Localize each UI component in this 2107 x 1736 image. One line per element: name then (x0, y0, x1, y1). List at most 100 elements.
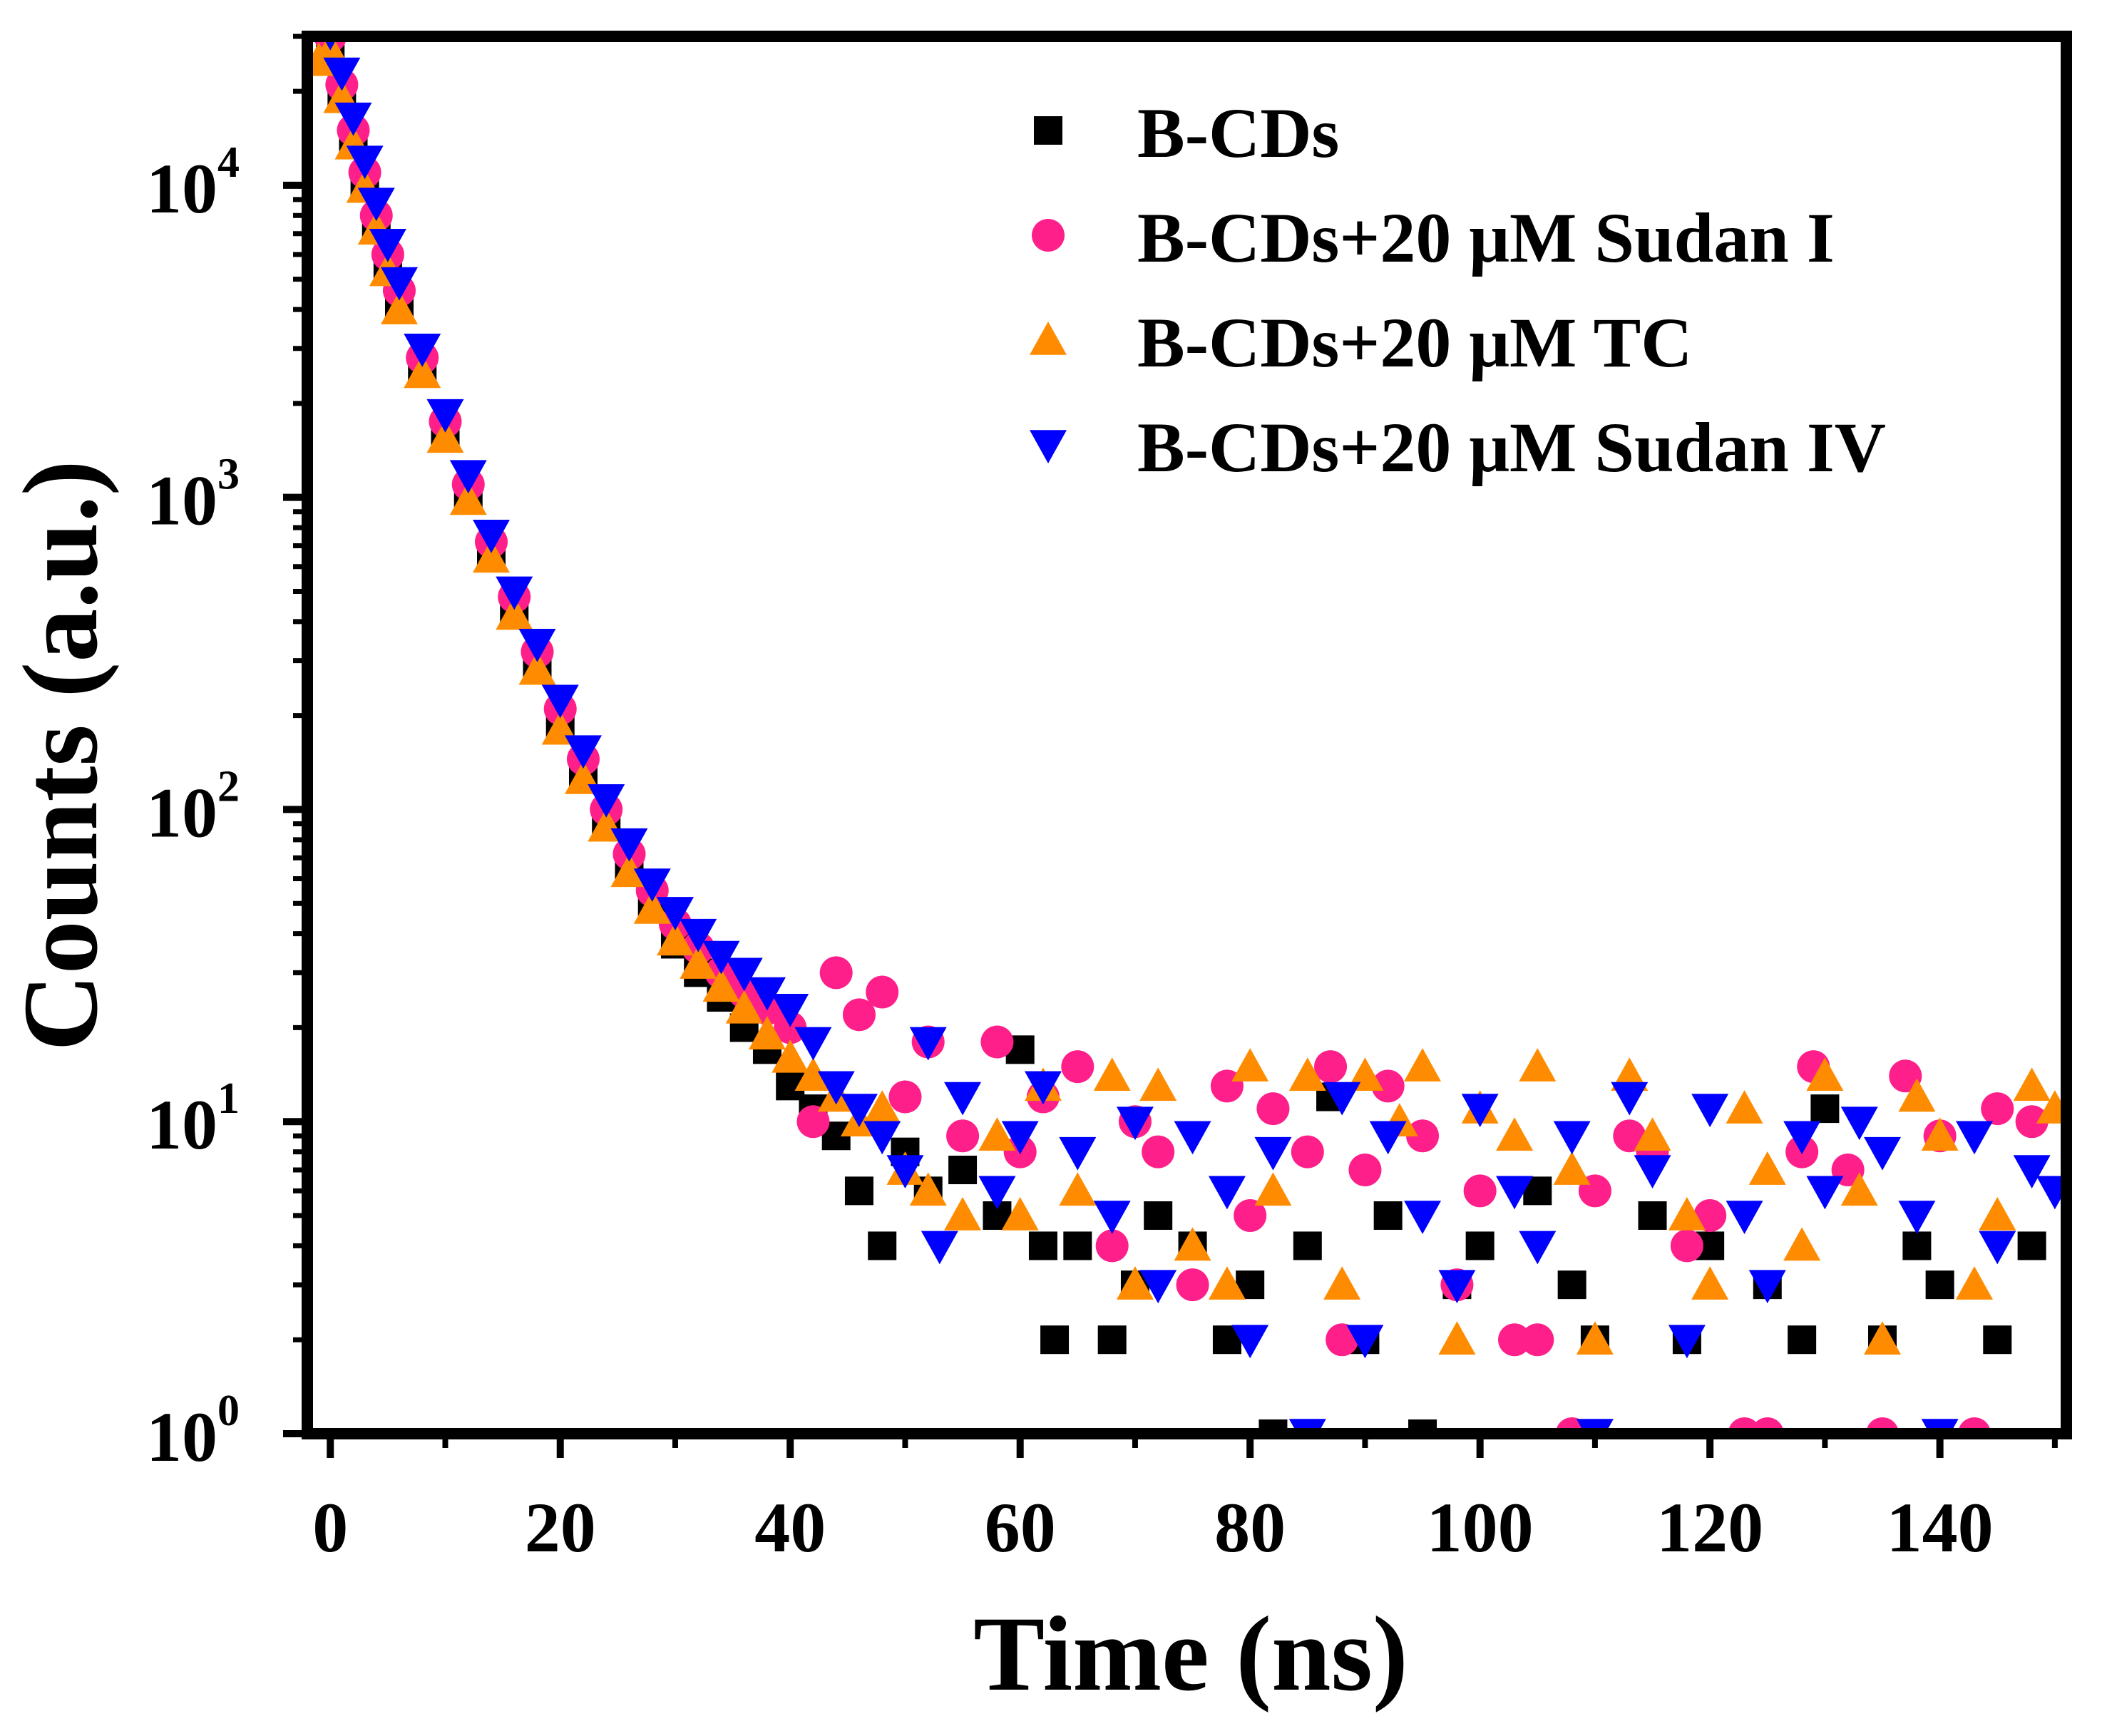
data-point (334, 102, 372, 136)
data-point (909, 1172, 947, 1206)
data-point (1691, 1094, 1729, 1128)
data-points (307, 36, 2066, 1434)
data-point (1231, 1325, 1269, 1359)
data-point (1208, 1176, 1246, 1210)
data-point (1783, 1227, 1821, 1261)
legend-label: B-CDs+20 μM Sudan IV (1137, 408, 1886, 487)
data-point (863, 1121, 901, 1155)
y-tick-label: 102 (146, 762, 240, 852)
data-point (346, 145, 384, 180)
data-point (1095, 1229, 1129, 1263)
data-point (1979, 1197, 2016, 1231)
data-point (2013, 1155, 2051, 1189)
data-point (748, 977, 786, 1011)
data-point (771, 1039, 809, 1073)
data-point (1521, 1323, 1554, 1357)
data-point (702, 940, 740, 975)
data-point (1093, 1057, 1131, 1092)
y-tick-label: 103 (146, 451, 240, 540)
data-point (1234, 1199, 1267, 1233)
data-point (496, 596, 533, 630)
data-point (1404, 1201, 1442, 1235)
data-point (1465, 1231, 1495, 1260)
data-point (1553, 1121, 1591, 1155)
data-point (426, 419, 464, 453)
x-tick-label: 0 (312, 1488, 348, 1567)
data-point (2017, 1231, 2046, 1260)
data-point (1144, 1201, 1173, 1231)
data-point (702, 968, 740, 1002)
data-point (1748, 1270, 1786, 1304)
data-point (564, 735, 602, 769)
data-point (1176, 1268, 1209, 1302)
data-point (518, 651, 556, 685)
data-point (1323, 1082, 1361, 1116)
data-point (1174, 1121, 1211, 1155)
data-point (588, 784, 625, 818)
data-point (610, 853, 648, 888)
data-point (725, 990, 763, 1024)
data-point (748, 1016, 786, 1049)
data-point (1498, 1323, 1532, 1357)
data-point (1254, 1172, 1292, 1206)
series-4 (322, 36, 2066, 1434)
data-point (1726, 1201, 1763, 1235)
data-point (472, 520, 510, 553)
data-point (2036, 1176, 2066, 1210)
data-point (948, 1156, 978, 1185)
data-point (1231, 1048, 1269, 1082)
data-point (946, 1119, 980, 1153)
data-point (1346, 1325, 1384, 1359)
data-point (819, 956, 853, 990)
plot-frame (302, 31, 2072, 1439)
data-point (1979, 1231, 2016, 1265)
data-point (978, 1176, 1016, 1210)
data-point (1061, 1050, 1094, 1084)
data-point (944, 1082, 982, 1116)
legend: B-CDs B-CDs+20 μM Sudan I B-CDs+20 μM TC B-… (1030, 93, 1886, 487)
data-point (2015, 1105, 2049, 1139)
x-tick-label: 60 (985, 1488, 1056, 1567)
y-tick-label: 100 (146, 1387, 240, 1476)
data-point (1806, 1057, 1844, 1092)
data-point (610, 828, 648, 862)
data-point (1291, 1135, 1324, 1169)
data-point (794, 1057, 832, 1092)
data-point (323, 57, 361, 91)
data-point (863, 1090, 901, 1124)
data-point (380, 291, 418, 324)
y-tick-label: 101 (146, 1074, 240, 1164)
data-point (633, 868, 671, 903)
data-point (1634, 1117, 1671, 1151)
legend-marker (1030, 322, 1067, 355)
y-axis: 100 101 102 103 104 (146, 34, 307, 1476)
data-point (1634, 1155, 1671, 1189)
data-point (357, 188, 395, 222)
data-point (1142, 1135, 1175, 1169)
data-point (1208, 1266, 1246, 1300)
data-point (1406, 1119, 1440, 1153)
data-point (1810, 1094, 1840, 1124)
x-tick-label: 20 (525, 1488, 596, 1567)
data-point (794, 1027, 832, 1061)
data-point (1059, 1136, 1097, 1171)
data-point (1438, 1321, 1476, 1355)
data-point (404, 354, 441, 389)
data-point (496, 576, 533, 610)
data-point (1371, 1069, 1405, 1103)
legend-marker (1032, 219, 1065, 252)
data-point (944, 1197, 982, 1231)
data-point (842, 998, 876, 1032)
y-axis-title: Counts (a.u.) (1, 460, 120, 1051)
x-axis: 0 20 40 60 80 100 120 140 (312, 1434, 2058, 1567)
data-point (1293, 1231, 1322, 1260)
data-point (774, 1011, 807, 1044)
data-point (1139, 1067, 1177, 1101)
data-point (541, 684, 579, 719)
data-point (1288, 1057, 1326, 1092)
data-point (1557, 1270, 1586, 1300)
data-point (1691, 1266, 1729, 1300)
data-point (2013, 1067, 2051, 1101)
data-point (449, 460, 487, 494)
